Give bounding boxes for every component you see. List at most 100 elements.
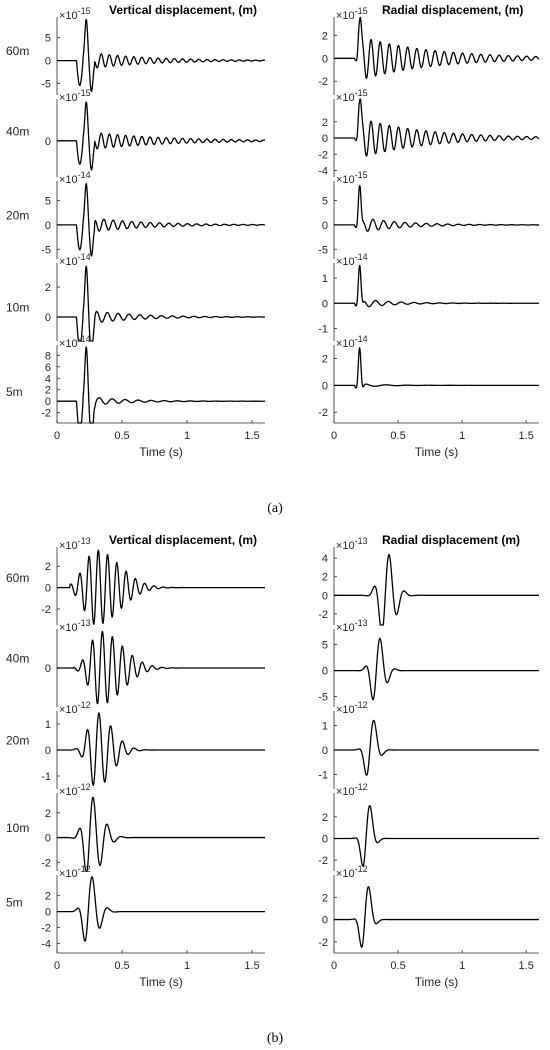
y-tick-label: 5 — [322, 640, 328, 652]
exponent-power: -13 — [355, 618, 368, 628]
exponent-power: -12 — [355, 782, 368, 792]
y-tick-label: 0 — [45, 136, 51, 148]
displacement-trace — [333, 264, 540, 308]
x-tick-label: 1 — [459, 960, 465, 972]
displacement-trace — [56, 183, 266, 257]
exponent-base: ×10 — [59, 704, 78, 716]
x-tick-label: 0.5 — [114, 430, 129, 442]
y-tick-label: 0 — [322, 745, 328, 757]
y-tick-label: 2 — [322, 892, 328, 904]
y-tick-label: 2 — [322, 353, 328, 365]
y-tick-label: 0 — [45, 220, 51, 232]
exponent-label: ×10-15 — [59, 88, 91, 104]
y-tick-label: -1 — [318, 769, 328, 781]
exponent-label: ×10-14 — [59, 170, 91, 186]
exponent-label: ×10-12 — [336, 864, 368, 880]
y-tick-label: 0 — [322, 590, 328, 602]
y-tick-label: 0 — [322, 834, 328, 846]
x-tick-label: 0.5 — [114, 960, 129, 972]
x-tick-label: 1 — [184, 960, 190, 972]
x-axis-label: Time (s) — [415, 445, 459, 459]
y-tick-label: -2 — [318, 855, 328, 867]
exponent-base: ×10 — [336, 622, 355, 634]
exponent-label: ×10-12 — [336, 782, 368, 798]
distance-label: 20m — [6, 209, 29, 223]
y-tick-label: -2 — [41, 408, 51, 420]
y-tick-label: 0 — [322, 915, 328, 927]
panel-4: -101×10-14 — [318, 252, 540, 341]
exponent-power: -15 — [78, 6, 91, 16]
panel-1: -2 0 2 4 ×10 -13 — [318, 536, 540, 626]
y-tick-label: 0 — [322, 298, 328, 310]
y-tick-label: 4 — [322, 553, 328, 565]
x-tick-label: 0 — [331, 960, 337, 972]
chart-column-4: Radial displacement (m)-2024×10-13-505×1… — [318, 533, 540, 989]
displacement-trace — [333, 637, 540, 701]
y-tick-label: 0 — [322, 666, 328, 678]
displacement-trace — [56, 876, 266, 942]
y-tick-label: -2 — [318, 76, 328, 88]
x-tick-label: 1.5 — [244, 430, 259, 442]
y-tick-label: -2 — [318, 937, 328, 949]
y-tick-label: -1 — [41, 771, 51, 783]
y-tick-label: -2 — [41, 604, 51, 616]
y-tick-label: 2 — [322, 812, 328, 824]
y-tick-label: 2 — [45, 561, 51, 573]
x-tick-label: 1.5 — [519, 430, 534, 442]
x-axis-label: Time (s) — [139, 445, 183, 459]
y-tick-label: -2 — [318, 609, 328, 621]
displacement-trace — [333, 719, 540, 776]
distance-label: 10m — [6, 301, 29, 315]
y-tick-label: 5 — [322, 196, 328, 208]
exponent-power: -13 — [78, 536, 91, 546]
y-tick-label: -2 — [41, 857, 51, 869]
displacement-trace — [333, 805, 540, 867]
exponent-label: ×10-12 — [59, 700, 91, 716]
exponent-power: -12 — [355, 864, 368, 874]
y-tick-label: 2 — [45, 808, 51, 820]
exponent-base: ×10 — [336, 704, 355, 716]
y-tick-label: 2 — [322, 572, 328, 584]
y-tick-label: 1 — [45, 719, 51, 731]
exponent-power: -14 — [355, 334, 368, 344]
exponent-label: ×10-15 — [336, 6, 368, 22]
subfigure-label-b: (b) — [267, 1031, 284, 1046]
chart-column-3: Vertical displacement, (m)-202×10-1360m0… — [6, 533, 266, 989]
y-tick-label: 0 — [45, 907, 51, 919]
x-tick-label: 1.5 — [519, 960, 534, 972]
subfigure-label-a: (a) — [267, 501, 283, 516]
y-tick-label: -5 — [318, 244, 328, 256]
y-tick-label: 5 — [45, 196, 51, 208]
exponent-base: ×10 — [336, 92, 355, 104]
panel-2: -5 0 5 ×10-13 — [318, 618, 540, 707]
panel-2: 0 ×10-13 40m — [6, 618, 266, 707]
exponent-power: -15 — [78, 88, 91, 98]
exponent-base: ×10 — [59, 540, 78, 552]
y-tick-label: 0 — [45, 833, 51, 845]
distance-label: 60m — [6, 44, 29, 58]
displacement-trace — [333, 886, 540, 948]
exponent-label: ×10-13 — [336, 618, 368, 634]
y-tick-label: 4 — [45, 373, 51, 385]
exponent-base: ×10 — [336, 540, 355, 552]
exponent-power: -13 — [78, 618, 91, 628]
y-tick-label: 1 — [322, 273, 328, 285]
distance-label: 40m — [6, 124, 29, 138]
displacement-trace — [56, 265, 266, 342]
y-tick-label: -5 — [318, 692, 328, 704]
displacement-trace — [333, 184, 540, 232]
exponent-base: ×10 — [336, 868, 355, 880]
y-tick-label: 2 — [322, 30, 328, 42]
exponent-power: -14 — [78, 170, 91, 180]
exponent-power: -12 — [78, 782, 91, 792]
distance-label: 5m — [6, 895, 23, 909]
x-tick-label: 1 — [459, 430, 465, 442]
exponent-base: ×10 — [59, 868, 78, 880]
displacement-trace — [56, 796, 266, 872]
y-tick-label: -4 — [41, 938, 51, 950]
panel-4: -2 0 2 ×10-12 — [318, 782, 540, 871]
